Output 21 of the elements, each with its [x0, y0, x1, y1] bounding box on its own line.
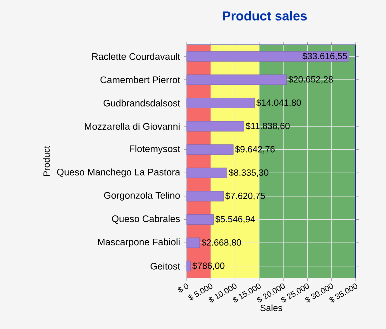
data-label: $9.642,76 — [235, 146, 275, 154]
y-axis-title: Product — [43, 146, 50, 176]
y-tick-label: Flotemysost — [130, 145, 180, 154]
chart-title: Product sales — [223, 11, 308, 21]
y-tick-label: Gorgonzola Telino — [104, 192, 180, 201]
y-tick-label: Queso Manchego La Pastora — [57, 168, 180, 178]
data-label: $786,00 — [192, 262, 225, 270]
y-tick-label: Camembert Pierrot — [100, 76, 180, 84]
y-tick-label: Gudbrandsdalsost — [104, 100, 180, 107]
y-tick-label: Geitost — [150, 262, 180, 270]
data-label: $5.546,94 — [216, 216, 256, 224]
data-label: $8.335,30 — [229, 169, 269, 178]
y-tick-label: Mozzarella di Giovanni — [85, 123, 180, 130]
data-label: $33.616,55 — [302, 52, 348, 61]
x-axis-title: Sales — [260, 304, 282, 312]
y-tick-label: Mascarpone Fabioli — [98, 238, 180, 248]
y-tick-label: Raclette Courdavault — [92, 53, 180, 60]
data-label: $7.620,75 — [226, 192, 266, 200]
x-tick-label: $ 0 — [178, 284, 189, 293]
data-label: $2.668,80 — [202, 239, 242, 247]
y-tick-label: Queso Cabrales — [112, 215, 180, 224]
